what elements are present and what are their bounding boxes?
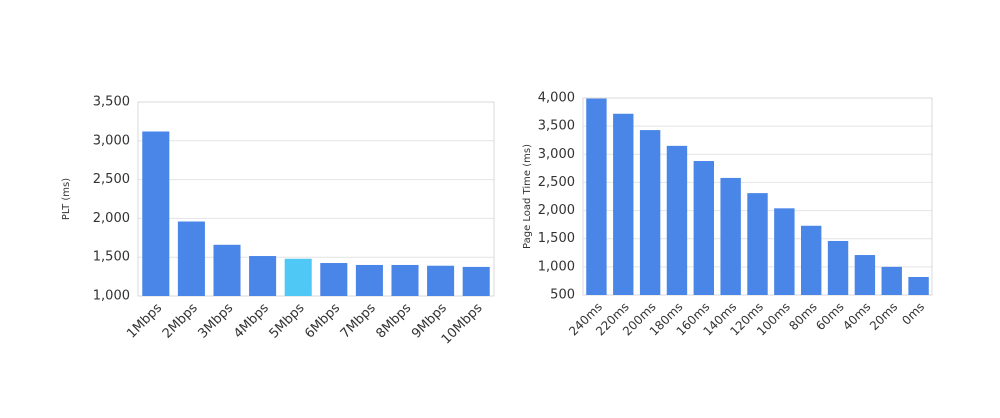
x-tick-label: 8Mbps (373, 301, 414, 342)
bar (586, 98, 607, 295)
y-tick-label: 4,000 (538, 91, 575, 106)
bar (666, 145, 688, 295)
y-tick-label: 1,000 (93, 289, 130, 304)
bar (827, 240, 849, 295)
x-tick-label: 60ms (813, 300, 846, 333)
x-tick-label: 1Mbps (124, 301, 165, 342)
x-tick-label: 80ms (786, 300, 819, 333)
bar (908, 276, 929, 295)
bar (774, 208, 795, 295)
x-tick-label: 20ms (867, 300, 900, 333)
bar (213, 244, 241, 296)
y-tick-label: 1,000 (538, 259, 575, 274)
x-tick-label: 5Mbps (267, 301, 308, 342)
y-tick-label: 3,000 (538, 147, 575, 162)
bar (142, 131, 170, 296)
bar (747, 193, 768, 295)
y-tick-label: 3,500 (538, 119, 575, 134)
bar (391, 264, 419, 296)
y-tick-label: 500 (550, 288, 575, 303)
bar (462, 266, 490, 296)
y-tick-label: 1,500 (93, 250, 130, 265)
x-tick-label: 0ms (899, 300, 927, 328)
y-axis-label: PLT (ms) (61, 178, 72, 220)
x-tick-label: 40ms (840, 300, 873, 333)
bar (693, 161, 715, 295)
x-tick-label: 4Mbps (231, 301, 272, 342)
y-tick-label: 3,000 (93, 133, 130, 148)
bar (284, 258, 312, 296)
bar (320, 263, 348, 296)
bar (854, 255, 876, 295)
bar (613, 113, 634, 295)
plot-frame (137, 101, 495, 297)
bar (177, 221, 205, 296)
bar (355, 264, 383, 296)
bar (639, 130, 661, 295)
y-tick-label: 3,500 (93, 95, 130, 110)
bar (881, 266, 902, 295)
y-axis-label: Page Load Time (ms) (522, 144, 533, 249)
x-tick-label: 7Mbps (338, 301, 379, 342)
bar (800, 225, 822, 295)
x-tick-label: 2Mbps (160, 301, 201, 342)
x-tick-label: 3Mbps (195, 301, 236, 342)
bar (427, 265, 455, 296)
y-tick-label: 2,500 (538, 175, 575, 190)
y-tick-label: 2,000 (93, 211, 130, 226)
bar (249, 256, 277, 296)
y-tick-label: 2,500 (93, 172, 130, 187)
bar (720, 177, 741, 295)
y-tick-label: 1,500 (538, 231, 575, 246)
x-tick-label: 6Mbps (302, 301, 343, 342)
y-tick-label: 2,000 (538, 203, 575, 218)
